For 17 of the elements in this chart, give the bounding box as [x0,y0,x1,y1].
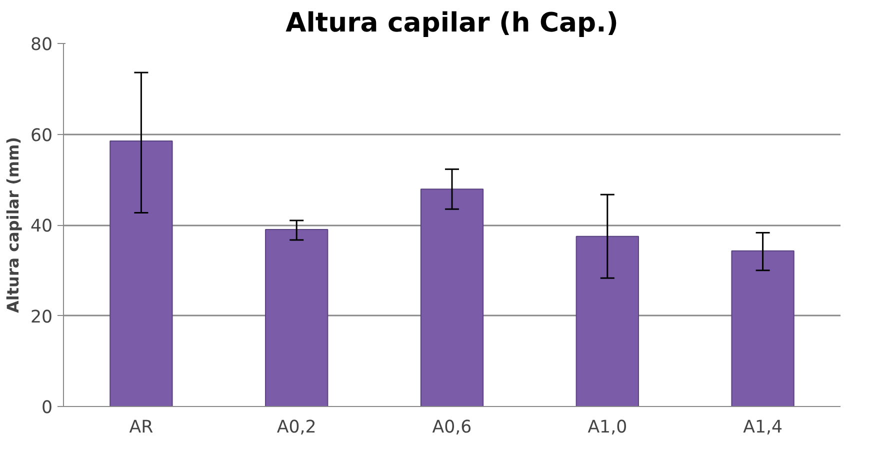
x-tick-label: A1,4 [743,418,783,438]
bar [576,236,639,406]
y-tick-label: 0 [41,398,53,418]
bar [110,140,173,406]
bar [731,250,794,406]
bar [265,229,328,406]
y-tick-label: 60 [30,126,53,146]
y-tick-label: 20 [30,307,53,328]
y-tick-label: 40 [30,216,53,236]
y-tick-label: 80 [30,35,53,55]
y-axis-title: Altura capilar (mm) [3,136,22,314]
bar [420,188,484,406]
x-tick-label: AR [129,418,154,438]
chart-title: Altura capilar (h Cap.) [286,8,618,38]
x-tick-label: A1,0 [588,418,628,438]
x-tick-label: A0,6 [432,418,472,438]
x-tick-label: A0,2 [276,418,316,438]
